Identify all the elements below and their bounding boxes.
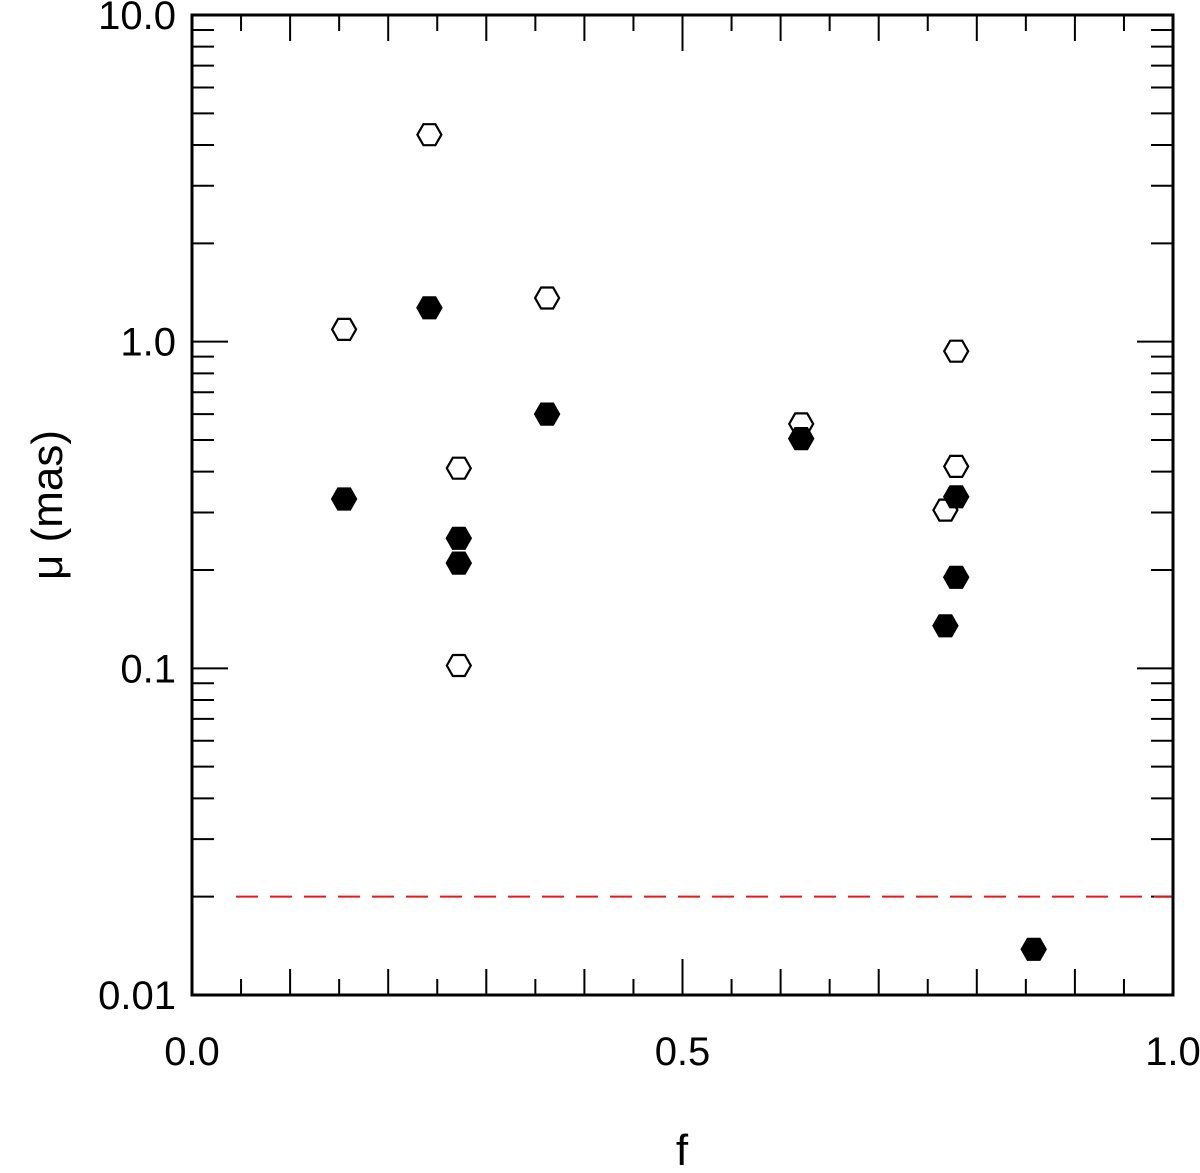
y-tick-label: 10.0 — [98, 0, 176, 38]
filled-hexagon-point — [330, 487, 358, 511]
filled-hexagon-point — [787, 427, 815, 451]
filled-hexagon-point — [533, 402, 561, 426]
x-tick-label: 0.0 — [164, 1030, 220, 1074]
open-hexagon-point — [942, 339, 970, 363]
filled-hexagon-point — [942, 565, 970, 589]
filled-hexagon-point — [445, 526, 473, 550]
filled-hexagon-point — [445, 551, 473, 575]
open-hexagon-point — [330, 317, 358, 341]
open-hexagon-point — [445, 456, 473, 480]
filled-hexagon-point — [942, 485, 970, 509]
open-hexagon-point — [416, 123, 443, 147]
plot-frame — [190, 13, 1175, 997]
data-points — [330, 123, 1047, 961]
y-axis-label: μ (mas) — [23, 430, 72, 580]
x-tick-label: 1.0 — [1145, 1030, 1200, 1074]
filled-hexagon-point — [932, 614, 959, 638]
open-hexagon-point — [942, 454, 970, 478]
open-hexagon-point — [445, 653, 473, 678]
y-tick-label: 0.1 — [120, 647, 176, 691]
filled-hexagon-point — [416, 296, 443, 320]
axis-ticks — [191, 15, 1174, 996]
y-tick-label: 0.01 — [98, 974, 176, 1018]
open-hexagon-point — [533, 286, 561, 310]
x-axis-label: f — [676, 1126, 689, 1173]
y-tick-label: 1.0 — [120, 321, 176, 365]
filled-hexagon-point — [1020, 937, 1047, 961]
tick-labels: 0.0 0.5 1.0 0.01 0.1 1.0 10.0 — [98, 0, 1200, 1074]
x-tick-label: 0.5 — [655, 1030, 711, 1074]
